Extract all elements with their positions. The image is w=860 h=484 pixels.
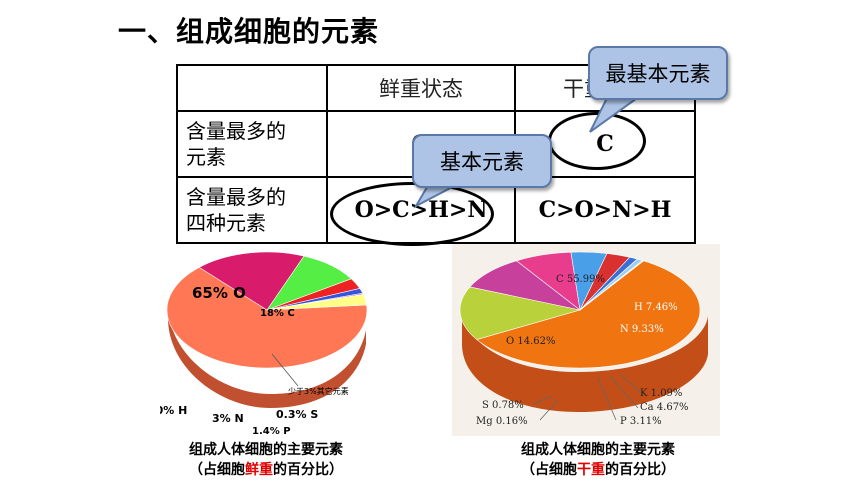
page-title: 一、组成细胞的元素 (118, 15, 380, 48)
pie-side (168, 304, 366, 408)
label-n: 3% N (212, 412, 244, 425)
pie-slice-o (459, 286, 581, 340)
label-c: 18% C (260, 308, 295, 319)
label-s: S 0.78% (482, 400, 524, 411)
table-header-fresh: 鲜重状态 (326, 64, 516, 112)
fresh-weight-pie-chart: 65% O 18% C 少于3%其它元素 10% H 3% N 0.3% S 1… (160, 244, 376, 436)
label-s: 0.3% S (276, 408, 318, 421)
pie-side (462, 306, 708, 412)
label-ca: Ca 4.67% (640, 402, 689, 413)
highlight-ellipse-fresh-four (330, 182, 494, 246)
dry-weight-pie-chart: C 55.99% H 7.46% N 9.33% O 14.62% K 1.09… (452, 244, 720, 436)
pie-slice-3 (266, 293, 367, 311)
label-mg: Mg 0.16% (476, 416, 528, 427)
label-p: P 3.11% (620, 416, 662, 427)
row-label-most: 含量最多的 元素 (176, 110, 328, 178)
dry-pie-caption: 组成人体细胞的主要元素 （占细胞干重的百分比） (521, 442, 675, 478)
label-k: K 1.09% (640, 388, 682, 399)
pie-slice-c (476, 260, 701, 369)
label-o: 65% O (192, 284, 246, 302)
label-n: N 9.33% (620, 324, 664, 335)
label-h: 10% H (160, 404, 187, 417)
pie-slice-o (166, 266, 368, 369)
pie-slice-c (198, 251, 305, 311)
table-header-empty (176, 64, 328, 112)
pie-slice-mg (579, 260, 645, 311)
label-c: C 55.99% (556, 274, 605, 285)
label-o: O 14.62% (506, 336, 556, 347)
label-h: H 7.46% (634, 302, 678, 313)
callout-most-basic: 最基本元素 (588, 46, 728, 100)
callout-basic: 基本元素 (412, 134, 552, 188)
label-other: 少于3%其它元素 (288, 386, 349, 396)
label-p: 1.4% P (252, 426, 291, 436)
fresh-pie-caption: 组成人体细胞的主要元素 （占细胞鲜重的百分比） (189, 442, 343, 478)
row-label-four: 含量最多的 四种元素 (176, 176, 328, 244)
